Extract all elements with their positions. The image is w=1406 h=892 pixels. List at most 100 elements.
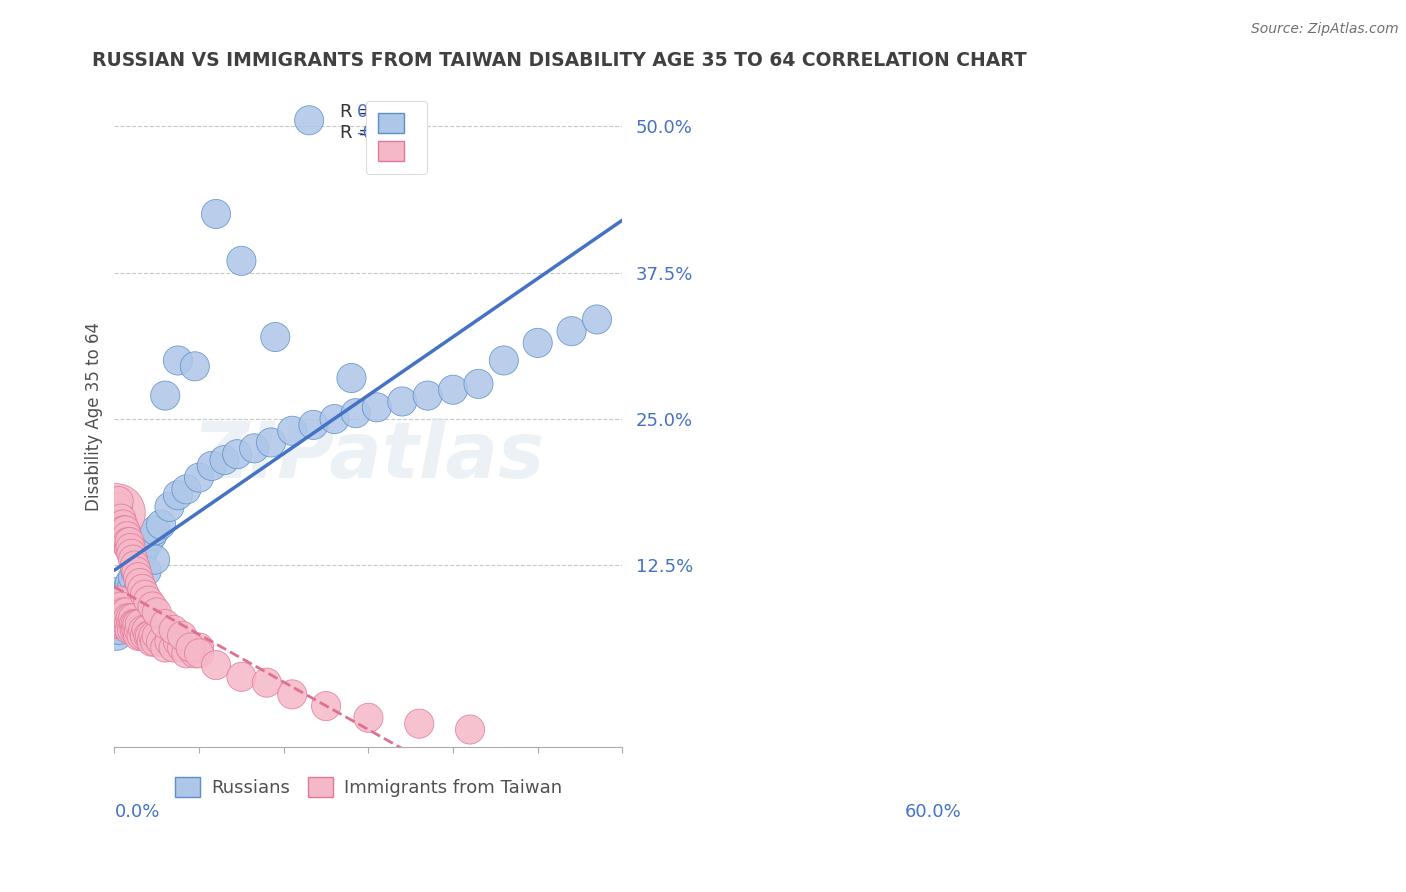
- Point: [281, 424, 304, 438]
- Point: [467, 376, 489, 391]
- Point: [107, 623, 129, 637]
- Point: [231, 253, 253, 268]
- Text: 68: 68: [399, 103, 422, 120]
- Point: [114, 599, 136, 614]
- Point: [105, 617, 128, 632]
- Point: [115, 593, 138, 607]
- Point: [120, 547, 142, 561]
- Point: [135, 565, 157, 579]
- Point: [128, 576, 150, 591]
- Point: [112, 588, 135, 602]
- Point: [243, 442, 266, 456]
- Point: [105, 511, 128, 525]
- Point: [141, 529, 163, 543]
- Point: [107, 593, 129, 607]
- Point: [155, 617, 177, 632]
- Point: [149, 634, 172, 648]
- Point: [111, 517, 134, 532]
- Point: [260, 435, 283, 450]
- Point: [163, 623, 186, 637]
- Point: [441, 383, 464, 397]
- Point: [110, 611, 132, 625]
- Point: [105, 606, 128, 620]
- Point: [155, 640, 177, 655]
- Point: [110, 524, 132, 538]
- Point: [117, 582, 139, 596]
- Text: -0.138: -0.138: [356, 125, 413, 143]
- Legend: , : ,: [366, 101, 427, 174]
- Point: [131, 629, 153, 643]
- Point: [117, 606, 139, 620]
- Point: [142, 629, 165, 643]
- Point: [134, 541, 156, 555]
- Point: [111, 617, 134, 632]
- Point: [180, 640, 202, 655]
- Point: [107, 599, 129, 614]
- Point: [302, 417, 325, 432]
- Point: [118, 541, 141, 555]
- Point: [143, 552, 166, 566]
- Point: [131, 582, 153, 596]
- Point: [108, 623, 131, 637]
- Point: [201, 458, 224, 473]
- Point: [115, 535, 138, 549]
- Text: N =: N =: [384, 125, 423, 143]
- Point: [125, 565, 148, 579]
- Point: [167, 634, 190, 648]
- Point: [132, 623, 155, 637]
- Point: [124, 617, 146, 632]
- Point: [167, 488, 190, 502]
- Point: [110, 599, 132, 614]
- Point: [155, 389, 177, 403]
- Point: [176, 646, 198, 660]
- Point: [188, 470, 211, 484]
- Point: [458, 723, 481, 737]
- Point: [231, 670, 253, 684]
- Point: [107, 494, 129, 508]
- Point: [163, 640, 186, 655]
- Point: [122, 611, 145, 625]
- Point: [112, 606, 135, 620]
- Point: [120, 599, 142, 614]
- Point: [586, 312, 609, 326]
- Point: [134, 588, 156, 602]
- Point: [117, 611, 139, 625]
- Point: [115, 588, 138, 602]
- Point: [105, 611, 128, 625]
- Point: [205, 658, 228, 673]
- Point: [128, 576, 150, 591]
- Point: [344, 406, 367, 420]
- Point: [366, 401, 388, 415]
- Point: [143, 634, 166, 648]
- Point: [127, 558, 149, 573]
- Point: [139, 629, 162, 643]
- Point: [492, 353, 515, 368]
- Point: [226, 447, 249, 461]
- Point: [124, 558, 146, 573]
- Point: [159, 634, 181, 648]
- Point: [205, 207, 228, 221]
- Point: [110, 599, 132, 614]
- Text: Source: ZipAtlas.com: Source: ZipAtlas.com: [1251, 22, 1399, 37]
- Point: [112, 524, 135, 538]
- Point: [188, 640, 211, 655]
- Point: [264, 330, 287, 344]
- Point: [134, 629, 156, 643]
- Point: [122, 570, 145, 584]
- Point: [391, 394, 413, 409]
- Text: R =: R =: [340, 125, 380, 143]
- Text: R =: R =: [340, 103, 380, 120]
- Point: [111, 611, 134, 625]
- Point: [315, 699, 337, 714]
- Point: [127, 629, 149, 643]
- Point: [125, 623, 148, 637]
- Point: [114, 611, 136, 625]
- Point: [121, 623, 143, 637]
- Point: [114, 524, 136, 538]
- Point: [128, 623, 150, 637]
- Point: [107, 599, 129, 614]
- Point: [124, 565, 146, 579]
- Text: 60.0%: 60.0%: [904, 804, 962, 822]
- Point: [124, 623, 146, 637]
- Point: [115, 606, 138, 620]
